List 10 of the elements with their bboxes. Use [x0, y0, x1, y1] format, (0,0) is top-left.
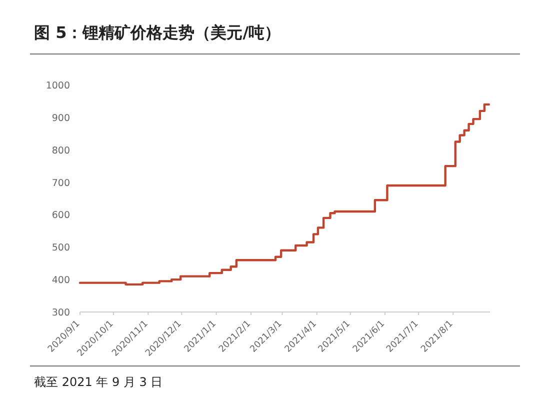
y-tick-label: 300	[52, 308, 70, 318]
y-tick-label: 600	[52, 210, 70, 222]
y-tick-label: 700	[52, 178, 70, 189]
text: 截至 2021 年 9 月 3 日	[34, 375, 163, 389]
y-tick-label: 800	[52, 145, 70, 156]
chart-title: 图 5：锂精矿价格走势（美元/吨）	[34, 23, 281, 42]
y-tick-label: 500	[52, 242, 70, 254]
y-tick-label: 900	[52, 112, 70, 124]
y-tick-label: 1000	[46, 80, 70, 92]
y-tick-label: 400	[52, 275, 70, 286]
